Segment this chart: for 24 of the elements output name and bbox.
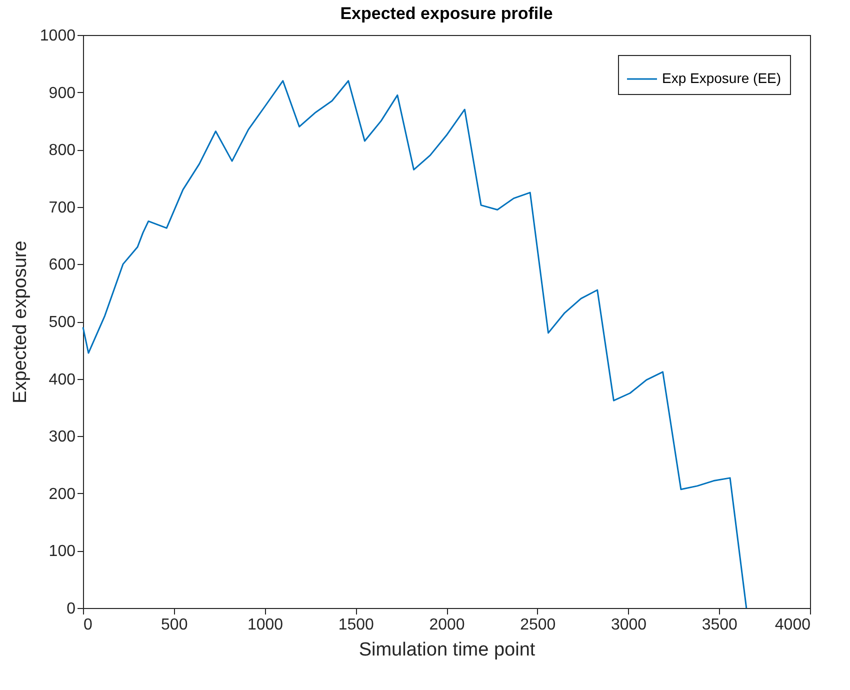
y-tick-label: 1000 [40, 28, 76, 44]
x-tick-label: 1000 [247, 616, 284, 634]
legend-label: Exp Exposure (EE) [662, 70, 782, 86]
y-axis-title: Expected exposure [10, 240, 31, 404]
x-tick-label: 2000 [429, 616, 465, 634]
x-tick-label: 1500 [338, 616, 374, 634]
y-tick-label: 600 [48, 256, 76, 274]
y-tick-label: 800 [48, 142, 76, 160]
x-tick-label: 3500 [702, 616, 738, 634]
y-tick-label: 700 [48, 199, 76, 216]
x-tick-label: 3000 [610, 616, 647, 634]
chart-title: Expected exposure profile [340, 4, 553, 23]
x-tick-label: 4000 [774, 616, 811, 634]
y-tick-label: 900 [48, 84, 76, 102]
y-tick-label: 400 [48, 371, 76, 388]
y-tick-label: 100 [48, 543, 76, 560]
y-tick-label: 500 [48, 314, 76, 331]
x-tick-label: 500 [161, 616, 188, 634]
x-tick-label: 2500 [520, 616, 556, 634]
y-tick-label: 200 [48, 486, 76, 503]
y-tick-label: 300 [48, 428, 76, 446]
y-tick-label: 0 [66, 600, 76, 618]
x-tick-label: 0 [84, 616, 92, 634]
x-axis-title: Simulation time point [358, 640, 536, 660]
